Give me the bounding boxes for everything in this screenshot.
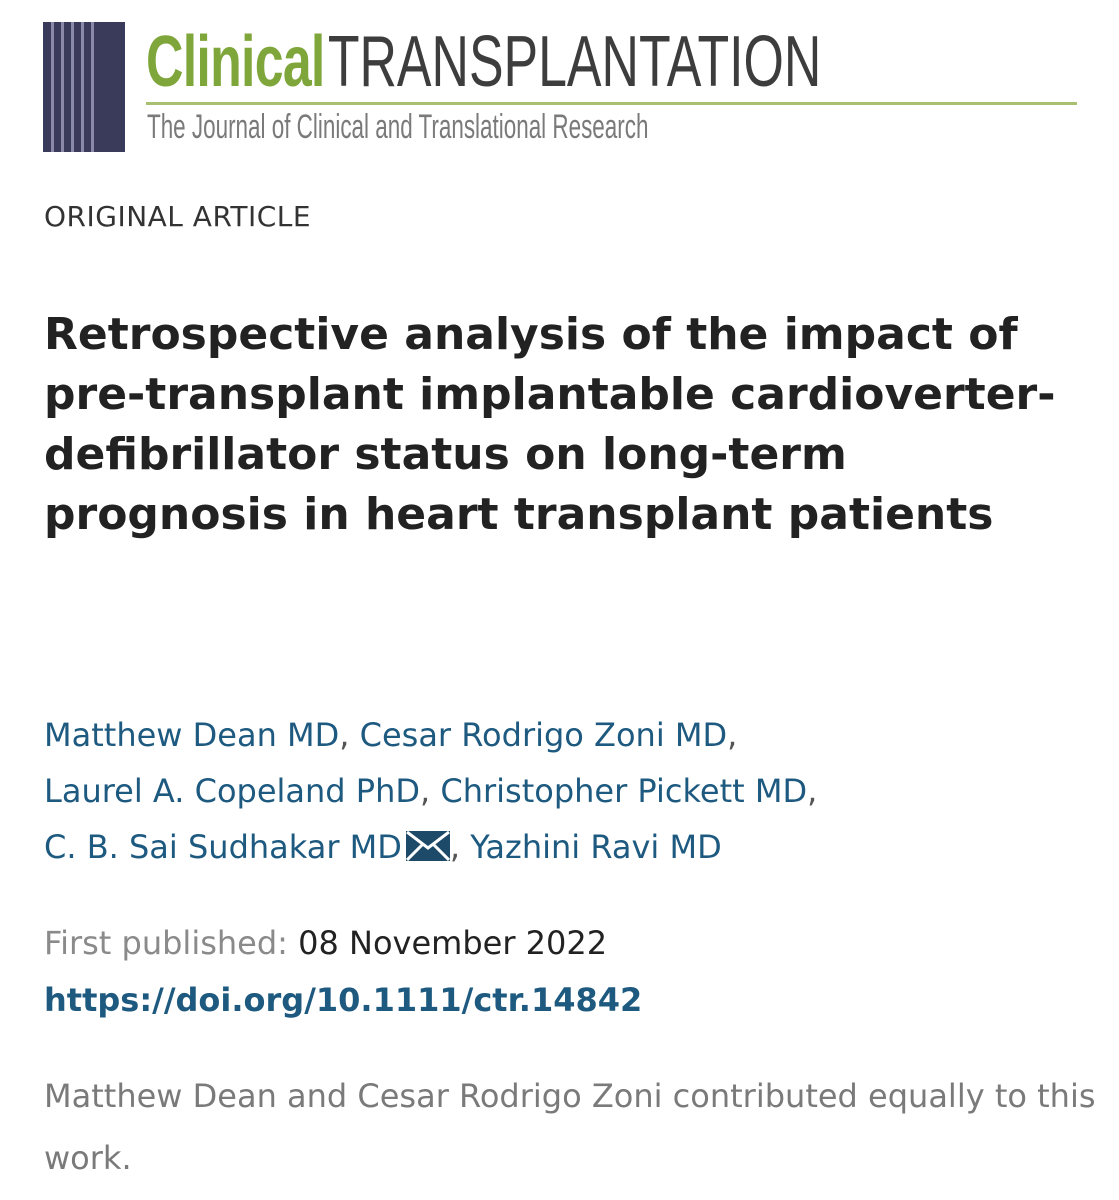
journal-masthead[interactable]: Clinical TRANSPLANTATION The Journal of … — [43, 22, 1077, 152]
contribution-note: Matthew Dean and Cesar Rodrigo Zoni cont… — [44, 1077, 1096, 1177]
journal-name: Clinical TRANSPLANTATION — [146, 26, 821, 98]
journal-logo-mark — [43, 22, 125, 152]
mail-icon[interactable] — [405, 831, 450, 861]
publication-date: First published: 08 November 2022 — [44, 915, 607, 971]
article-type-label: ORIGINAL ARTICLE — [44, 200, 312, 233]
author-link[interactable]: C. B. Sai Sudhakar MD — [44, 828, 402, 866]
first-published-date: 08 November 2022 — [298, 924, 608, 962]
journal-tagline: The Journal of Clinical and Translationa… — [147, 108, 649, 146]
author-link[interactable]: Yazhini Ravi MD — [470, 828, 722, 866]
author-link[interactable]: Cesar Rodrigo Zoni MD — [359, 716, 728, 754]
article-title: Retrospective analysis of the impact of … — [44, 309, 1056, 540]
doi-link[interactable]: https://doi.org/10.1111/ctr.14842 — [44, 981, 643, 1019]
journal-name-clinical: Clinical — [146, 22, 325, 102]
author-list: Matthew Dean MD, Cesar Rodrigo Zoni MD, … — [44, 716, 818, 866]
masthead-divider — [146, 102, 1077, 105]
first-published-label: First published: — [44, 924, 288, 962]
author-link[interactable]: Laurel A. Copeland PhD — [44, 772, 420, 810]
author-link[interactable]: Christopher Pickett MD — [440, 772, 808, 810]
author-link[interactable]: Matthew Dean MD — [44, 716, 340, 754]
journal-name-transplantation: TRANSPLANTATION — [327, 22, 822, 102]
